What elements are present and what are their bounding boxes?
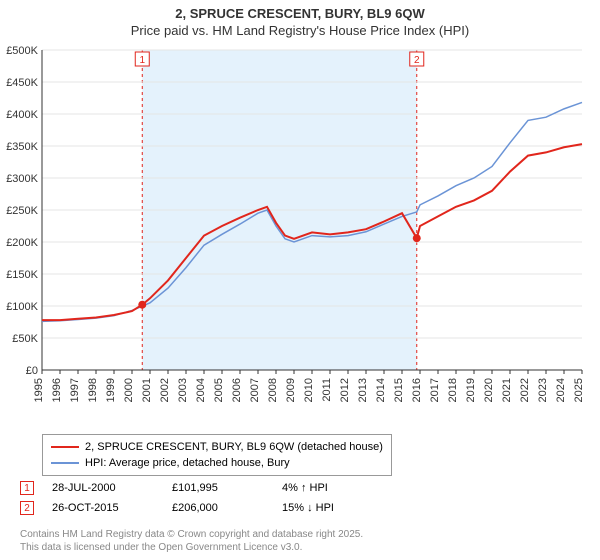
svg-text:2016: 2016 <box>411 378 423 402</box>
transaction-marker: 1 <box>20 481 34 495</box>
svg-text:£0: £0 <box>26 365 38 377</box>
legend-swatch <box>51 462 79 464</box>
svg-text:1: 1 <box>139 55 145 66</box>
svg-text:2013: 2013 <box>357 378 369 402</box>
svg-text:1997: 1997 <box>69 378 81 402</box>
legend-item: HPI: Average price, detached house, Bury <box>51 455 383 471</box>
transactions-table: 1 28-JUL-2000£101,9954% ↑ HPI 2 26-OCT-2015… <box>20 478 392 518</box>
svg-text:£450K: £450K <box>6 77 38 89</box>
svg-text:£150K: £150K <box>6 269 38 281</box>
transaction-date: 26-OCT-2015 <box>52 502 172 514</box>
svg-text:2001: 2001 <box>141 378 153 402</box>
svg-text:2011: 2011 <box>321 378 333 402</box>
svg-text:2014: 2014 <box>375 378 387 402</box>
transaction-row: 2 26-OCT-2015£206,00015% ↓ HPI <box>20 498 392 518</box>
chart-title-line2: Price paid vs. HM Land Registry's House … <box>0 23 600 38</box>
svg-text:2004: 2004 <box>195 378 207 402</box>
legend-label: HPI: Average price, detached house, Bury <box>85 457 290 469</box>
svg-text:£250K: £250K <box>6 205 38 217</box>
legend: 2, SPRUCE CRESCENT, BURY, BL9 6QW (detac… <box>42 434 392 476</box>
svg-text:2: 2 <box>414 55 420 66</box>
svg-text:2005: 2005 <box>213 378 225 402</box>
svg-text:2018: 2018 <box>447 378 459 402</box>
footer-line2: This data is licensed under the Open Gov… <box>20 541 363 554</box>
svg-text:£400K: £400K <box>6 109 38 121</box>
svg-text:2012: 2012 <box>339 378 351 402</box>
svg-text:2015: 2015 <box>393 378 405 402</box>
svg-text:1995: 1995 <box>33 378 45 402</box>
svg-text:£500K: £500K <box>6 45 38 57</box>
svg-text:2008: 2008 <box>267 378 279 402</box>
transaction-date: 28-JUL-2000 <box>52 482 172 494</box>
legend-item: 2, SPRUCE CRESCENT, BURY, BL9 6QW (detac… <box>51 439 383 455</box>
transaction-row: 1 28-JUL-2000£101,9954% ↑ HPI <box>20 478 392 498</box>
transaction-delta: 4% ↑ HPI <box>282 482 392 494</box>
svg-text:£350K: £350K <box>6 141 38 153</box>
svg-text:2000: 2000 <box>123 378 135 402</box>
svg-text:£100K: £100K <box>6 301 38 313</box>
svg-text:2025: 2025 <box>573 378 585 402</box>
chart-svg: £0£50K£100K£150K£200K£250K£300K£350K£400… <box>42 50 582 400</box>
svg-text:2017: 2017 <box>429 378 441 402</box>
svg-text:2022: 2022 <box>519 378 531 402</box>
transaction-delta: 15% ↓ HPI <box>282 502 392 514</box>
svg-text:2006: 2006 <box>231 378 243 402</box>
svg-text:1996: 1996 <box>51 378 63 402</box>
svg-text:£300K: £300K <box>6 173 38 185</box>
svg-text:2020: 2020 <box>483 378 495 402</box>
transaction-marker: 2 <box>20 501 34 515</box>
svg-text:2007: 2007 <box>249 378 261 402</box>
legend-swatch <box>51 446 79 448</box>
footer-line1: Contains HM Land Registry data © Crown c… <box>20 528 363 541</box>
svg-text:2009: 2009 <box>285 378 297 402</box>
svg-text:1998: 1998 <box>87 378 99 402</box>
svg-text:2023: 2023 <box>537 378 549 402</box>
svg-text:2024: 2024 <box>555 378 567 402</box>
footer-attribution: Contains HM Land Registry data © Crown c… <box>20 528 363 554</box>
transaction-price: £206,000 <box>172 502 282 514</box>
svg-text:2021: 2021 <box>501 378 513 402</box>
legend-label: 2, SPRUCE CRESCENT, BURY, BL9 6QW (detac… <box>85 441 383 453</box>
transaction-price: £101,995 <box>172 482 282 494</box>
svg-text:2010: 2010 <box>303 378 315 402</box>
svg-text:£200K: £200K <box>6 237 38 249</box>
chart: £0£50K£100K£150K£200K£250K£300K£350K£400… <box>42 50 582 400</box>
chart-title-line1: 2, SPRUCE CRESCENT, BURY, BL9 6QW <box>0 6 600 21</box>
svg-text:1999: 1999 <box>105 378 117 402</box>
svg-text:£50K: £50K <box>12 333 38 345</box>
svg-text:2002: 2002 <box>159 378 171 402</box>
svg-text:2019: 2019 <box>465 378 477 402</box>
svg-text:2003: 2003 <box>177 378 189 402</box>
